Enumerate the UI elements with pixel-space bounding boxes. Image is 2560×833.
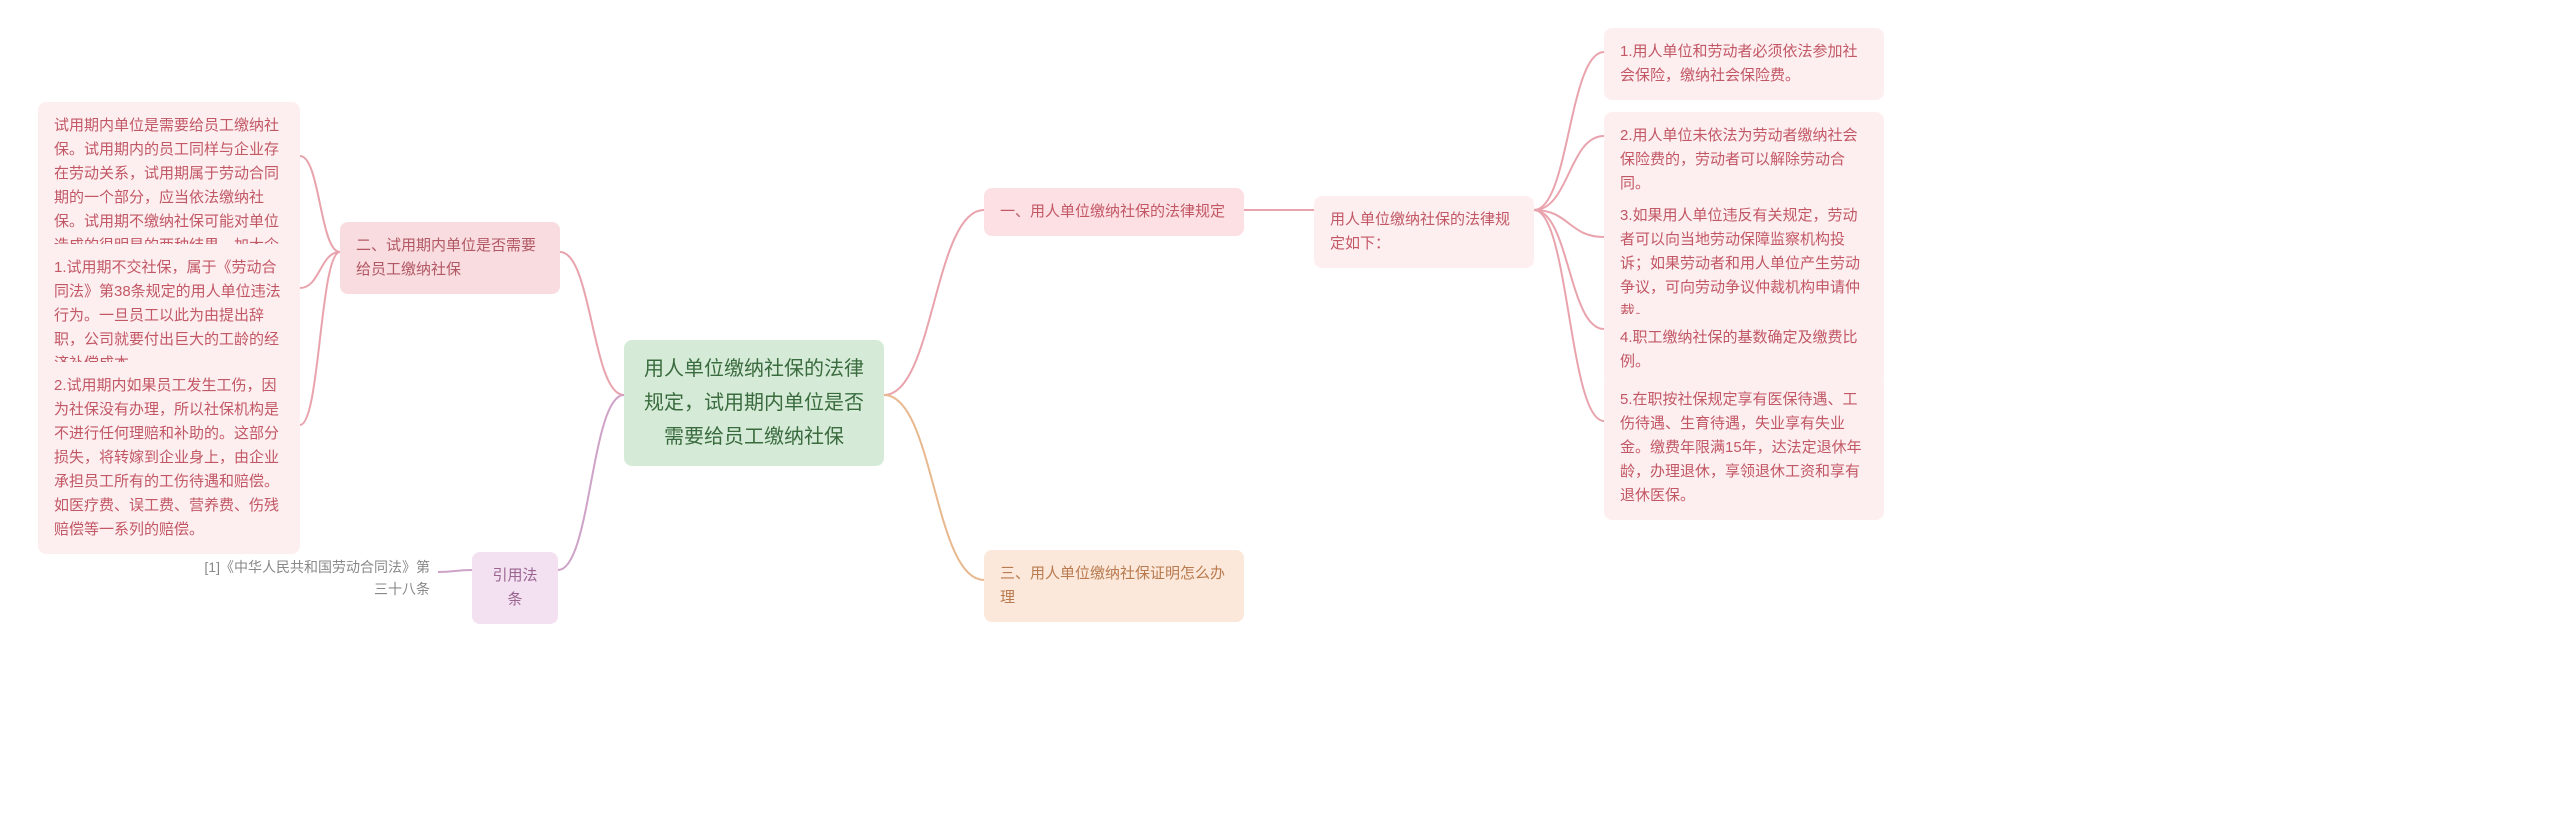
edge [1534, 136, 1604, 210]
edge [560, 252, 624, 395]
leaf-b2-2: 2.试用期内如果员工发生工伤，因为社保没有办理，所以社保机构是不进行任何理赔和补… [38, 362, 300, 554]
branch-ref: 引用法条 [472, 552, 558, 624]
leaf-ref-0: [1]《中华人民共和国劳动合同法》第三十八条 [188, 550, 438, 607]
edge [884, 210, 984, 395]
edge [1534, 210, 1604, 237]
branch-b3: 三、用人单位缴纳社保证明怎么办理 [984, 550, 1244, 622]
edge [300, 252, 340, 425]
edge [1534, 52, 1604, 210]
root-node: 用人单位缴纳社保的法律规定，试用期内单位是否需要给员工缴纳社保 [624, 340, 884, 466]
edge [438, 570, 472, 572]
branch-b1: 一、用人单位缴纳社保的法律规定 [984, 188, 1244, 236]
edge [1534, 210, 1604, 329]
edge [558, 395, 624, 570]
sub-b1s: 用人单位缴纳社保的法律规定如下： [1314, 196, 1534, 268]
edge [300, 156, 340, 252]
leaf-b1-0: 1.用人单位和劳动者必须依法参加社会保险，缴纳社会保险费。 [1604, 28, 1884, 100]
branch-b2: 二、试用期内单位是否需要给员工缴纳社保 [340, 222, 560, 294]
edge [884, 395, 984, 580]
edge [1534, 210, 1604, 421]
edge [300, 252, 340, 288]
leaf-b1-4: 5.在职按社保规定享有医保待遇、工伤待遇、生育待遇，失业享有失业金。缴费年限满1… [1604, 376, 1884, 520]
connector-layer [0, 0, 2560, 833]
